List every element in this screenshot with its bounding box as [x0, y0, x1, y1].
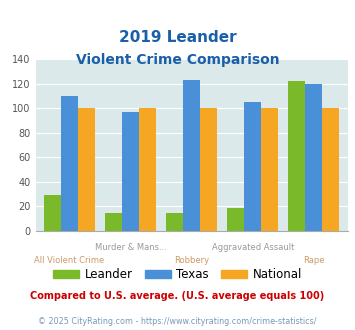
- Bar: [305, 84, 322, 231]
- Bar: [244, 102, 261, 231]
- Text: © 2025 CityRating.com - https://www.cityrating.com/crime-statistics/: © 2025 CityRating.com - https://www.city…: [38, 317, 317, 326]
- Bar: [166, 213, 183, 231]
- Bar: [44, 195, 61, 231]
- Bar: [139, 109, 156, 231]
- Bar: [227, 208, 244, 231]
- Bar: [183, 80, 200, 231]
- Text: All Violent Crime: All Violent Crime: [34, 256, 105, 265]
- Bar: [61, 96, 78, 231]
- Text: Rape: Rape: [303, 256, 325, 265]
- Bar: [261, 109, 278, 231]
- Bar: [289, 82, 305, 231]
- Bar: [200, 109, 217, 231]
- Text: Compared to U.S. average. (U.S. average equals 100): Compared to U.S. average. (U.S. average …: [31, 291, 324, 301]
- Text: Aggravated Assault: Aggravated Assault: [212, 243, 294, 251]
- Bar: [322, 109, 339, 231]
- Bar: [105, 213, 122, 231]
- Text: 2019 Leander: 2019 Leander: [119, 30, 236, 45]
- Legend: Leander, Texas, National: Leander, Texas, National: [48, 263, 307, 286]
- Bar: [122, 112, 139, 231]
- Text: Murder & Mans...: Murder & Mans...: [95, 243, 166, 251]
- Text: Violent Crime Comparison: Violent Crime Comparison: [76, 53, 279, 67]
- Bar: [78, 109, 95, 231]
- Text: Robbery: Robbery: [174, 256, 209, 265]
